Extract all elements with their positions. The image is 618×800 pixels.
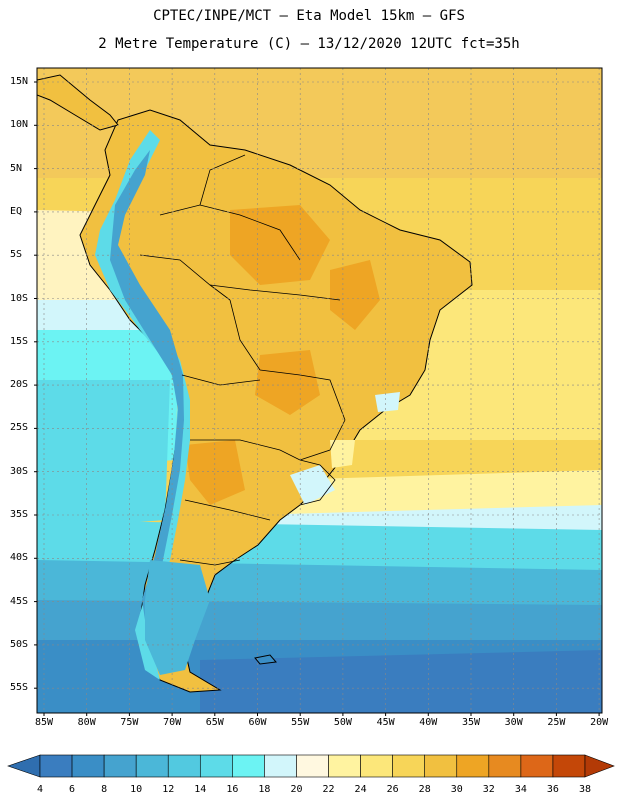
colorbar-swatch (167, 754, 201, 778)
colorbar-label: 32 (482, 784, 495, 795)
lat-label: 15S (10, 335, 29, 347)
lon-label: 50W (333, 717, 352, 728)
lat-label: 10N (10, 119, 29, 131)
lon-label: 85W (34, 717, 54, 728)
colorbar-label: 4 (36, 784, 44, 795)
colorbar-label: 8 (101, 784, 108, 795)
lat-label: 55S (10, 682, 29, 694)
lat-label: 5S (10, 249, 23, 261)
colorbar-label: 18 (258, 784, 271, 795)
colorbar (7, 754, 615, 778)
lat-label: 10S (10, 292, 29, 304)
colorbar-label: 28 (418, 784, 431, 795)
colorbar-swatch (488, 754, 522, 778)
colorbar-label: 12 (162, 784, 175, 795)
map-gridlines (37, 68, 602, 713)
colorbar-swatch (328, 754, 361, 778)
colorbar-label: 10 (130, 784, 143, 795)
lat-label: 25S (10, 422, 29, 434)
lon-label: 65W (205, 717, 224, 728)
temperature-field (37, 68, 602, 713)
colorbar-swatch (424, 754, 458, 778)
colorbar-label: 30 (450, 784, 463, 795)
lat-label: 35S (10, 509, 29, 520)
chart-title: CPTEC/INPE/MCT – Eta Model 15km – GFS (153, 8, 465, 24)
lat-label: 30S (10, 465, 29, 477)
lat-label: EQ (10, 205, 23, 217)
lon-label: 80W (77, 717, 96, 728)
lon-label: 55W (291, 717, 310, 728)
colorbar-swatch (135, 754, 169, 778)
colorbar-swatch (199, 754, 233, 778)
colorbar-label: 38 (578, 784, 592, 795)
colorbar-label: 36 (546, 784, 559, 795)
colorbar-label: 34 (514, 784, 527, 795)
colorbar-swatch (103, 754, 137, 778)
lon-label: 45W (376, 717, 395, 728)
colorbar-swatch (71, 754, 105, 778)
colorbar-label: 20 (290, 784, 303, 795)
colorbar-max-arrow (584, 754, 615, 778)
lat-label: 45S (10, 595, 29, 607)
lat-label: 20S (10, 379, 29, 391)
lon-label: 30W (504, 717, 523, 728)
lat-label: 5N (10, 162, 23, 174)
colorbar-swatch (392, 754, 426, 778)
lon-label: 75W (120, 717, 139, 728)
colorbar-label: 26 (386, 784, 399, 795)
lat-label: 50S (10, 638, 29, 650)
map-frame (36, 67, 603, 714)
colorbar-swatch (360, 754, 393, 778)
colorbar-label: 6 (69, 784, 76, 795)
lon-label: 20W (590, 717, 609, 728)
colorbar-label: 16 (226, 784, 239, 795)
colorbar-min-arrow (7, 754, 41, 778)
lon-label: 35W (461, 717, 481, 728)
chart-subtitle: 2 Metre Temperature (C) – 13/12/2020 12U… (98, 36, 520, 52)
colorbar-swatch (39, 754, 73, 778)
colorbar-label: 22 (322, 784, 335, 795)
lon-label: 70W (163, 717, 182, 728)
lon-label: 60W (248, 717, 267, 728)
colorbar-swatch (456, 754, 490, 778)
colorbar-swatch (232, 754, 265, 778)
colorbar-swatch (552, 754, 586, 778)
lon-label: 40W (419, 717, 438, 728)
colorbar-label: 14 (194, 784, 207, 795)
lon-label: 25W (547, 717, 566, 728)
colorbar-swatch (520, 754, 554, 778)
lat-label: 15N (10, 76, 29, 87)
lat-label: 40S (10, 552, 29, 564)
colorbar-swatch (296, 754, 329, 778)
colorbar-label: 24 (354, 784, 367, 795)
colorbar-swatch (264, 754, 297, 778)
